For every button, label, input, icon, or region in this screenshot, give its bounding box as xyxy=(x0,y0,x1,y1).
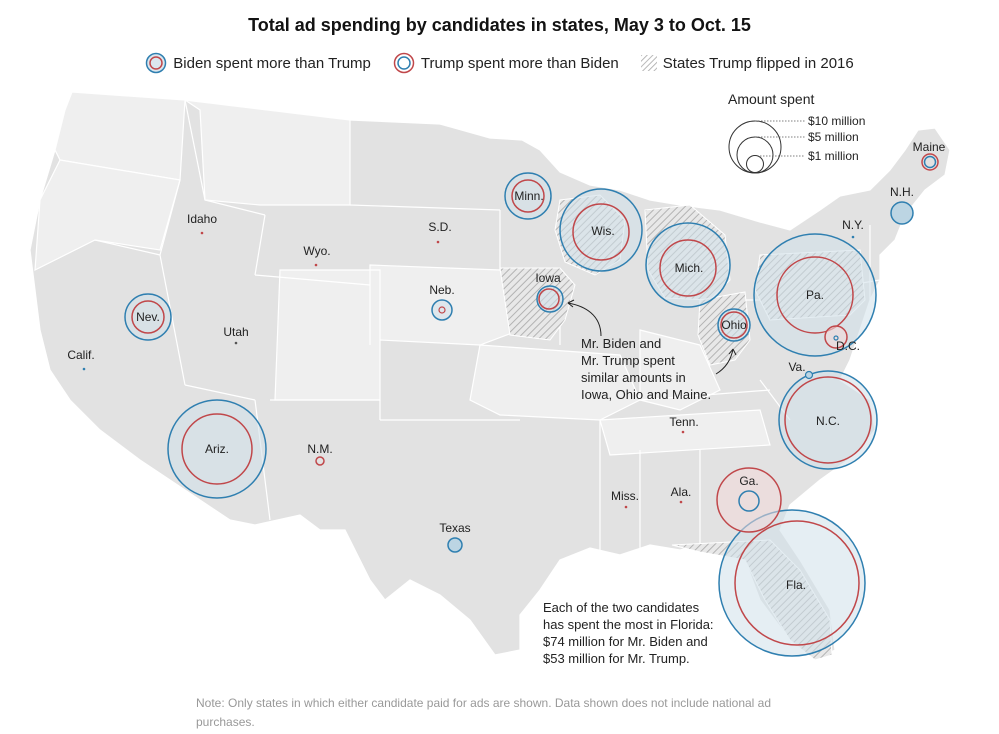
size-legend-5m-label: $5 million xyxy=(808,130,859,144)
bubble-texas xyxy=(447,537,463,553)
label-nev: Nev. xyxy=(136,310,160,324)
bubble-nh xyxy=(890,201,914,225)
label-ga: Ga. xyxy=(739,474,758,488)
label-nh: N.H. xyxy=(890,185,914,199)
dot-sd xyxy=(436,240,440,244)
state-labels: Minn. Wis. Mich. Pa. Iowa Ohio Maine N.H… xyxy=(67,140,945,592)
annotation-florida-line1: Each of the two candidates xyxy=(543,600,700,615)
label-wyo: Wyo. xyxy=(303,244,330,258)
annotation-midwest-line1: Mr. Biden and xyxy=(581,336,661,351)
legend-biden-label: Biden spent more than Trump xyxy=(173,54,371,72)
bubble-mich xyxy=(645,222,731,308)
bubble-ohio xyxy=(717,308,751,342)
label-pa: Pa. xyxy=(806,288,824,302)
dot-wyo xyxy=(314,263,318,267)
label-ohio: Ohio xyxy=(721,318,747,332)
bubble-wis xyxy=(559,188,643,272)
label-ariz: Ariz. xyxy=(205,442,229,456)
dot-utah xyxy=(234,341,238,345)
annotation-florida-line4: $53 million for Mr. Trump. xyxy=(543,651,690,666)
label-wis: Wis. xyxy=(591,224,614,238)
bubble-neb xyxy=(431,299,453,321)
bubble-nc xyxy=(778,370,878,470)
size-legend-title: Amount spent xyxy=(728,91,814,107)
legend-trump-label: Trump spent more than Biden xyxy=(420,54,619,72)
label-dc: D.C. xyxy=(836,339,860,353)
label-ala: Ala. xyxy=(671,485,692,499)
bubble-nm xyxy=(315,456,325,466)
label-texas: Texas xyxy=(439,521,470,535)
label-nm: N.M. xyxy=(307,442,332,456)
label-sd: S.D. xyxy=(428,220,451,234)
annotation-florida: Each of the two candidates has spent the… xyxy=(538,596,718,668)
bubble-maine xyxy=(921,153,939,171)
dot-tenn xyxy=(681,430,685,434)
annotation-arrow-ohio xyxy=(715,348,734,375)
size-legend-10m-label: $10 million xyxy=(808,114,865,128)
bubble-nev xyxy=(124,293,172,341)
bubble-va xyxy=(804,370,814,380)
legend-flipped-label: States Trump flipped in 2016 xyxy=(662,54,854,72)
label-fla: Fla. xyxy=(786,578,806,592)
annotation-florida-line3: $74 million for Mr. Biden and xyxy=(543,634,708,649)
label-miss: Miss. xyxy=(611,489,639,503)
size-legend-1m xyxy=(746,155,764,173)
label-va: Va. xyxy=(788,360,805,374)
label-idaho: Idaho xyxy=(187,212,217,226)
size-legend-1m-label: $1 million xyxy=(808,149,859,163)
annotation-midwest-line2: Mr. Trump spent xyxy=(581,353,675,368)
label-tenn: Tenn. xyxy=(669,415,698,429)
bubbles xyxy=(82,153,939,657)
label-neb: Neb. xyxy=(429,283,454,297)
annotation-midwest-line4: Iowa, Ohio and Maine. xyxy=(581,387,711,402)
dot-ny xyxy=(851,235,855,239)
color-legend: Biden spent more than Trump Trump spent … xyxy=(0,52,999,74)
dot-calif xyxy=(82,367,86,371)
annotation-florida-line2: has spent the most in Florida: xyxy=(543,617,714,632)
annotation-midwest: Mr. Biden and Mr. Trump spent similar am… xyxy=(567,299,737,402)
dot-ala xyxy=(679,500,683,504)
hatch-legend-icon xyxy=(640,55,657,71)
chart-title: Total ad spending by candidates in state… xyxy=(248,15,751,35)
bubble-pa xyxy=(753,233,877,357)
trump-legend-icon xyxy=(393,52,415,74)
label-maine: Maine xyxy=(913,140,946,154)
annotation-arrow-iowa xyxy=(567,302,602,337)
size-legend-10m xyxy=(728,120,782,174)
bubble-iowa xyxy=(536,285,564,313)
legend-trump: Trump spent more than Biden xyxy=(393,52,619,74)
bubble-dc xyxy=(824,325,848,349)
legend-flipped: States Trump flipped in 2016 xyxy=(640,52,854,74)
label-nc: N.C. xyxy=(816,414,840,428)
label-minn: Minn. xyxy=(514,189,543,203)
bubble-ga xyxy=(716,467,782,533)
legend-biden: Biden spent more than Trump xyxy=(145,52,371,74)
label-iowa: Iowa xyxy=(535,271,561,285)
biden-legend-icon xyxy=(146,52,167,74)
bubble-fla xyxy=(718,509,866,657)
footnote: Note: Only states in which either candid… xyxy=(196,696,772,729)
label-utah: Utah xyxy=(223,325,248,339)
label-mich: Mich. xyxy=(675,261,704,275)
dot-miss xyxy=(624,505,628,509)
bubble-minn xyxy=(504,172,552,220)
dot-idaho xyxy=(200,231,204,235)
bubble-ariz xyxy=(167,399,267,499)
annotation-midwest-line3: similar amounts in xyxy=(581,370,686,385)
svg-text:Mr. Biden and Mr. Trump: Mr. Biden and Mr. Trump spent similar am… xyxy=(581,336,711,402)
size-legend: Amount spent $10 million $5 million $1 m… xyxy=(728,91,865,174)
svg-text:Each of the two candidates: Each of the two candidates has spent the… xyxy=(543,600,717,666)
label-calif: Calif. xyxy=(67,348,94,362)
label-ny: N.Y. xyxy=(842,218,864,232)
